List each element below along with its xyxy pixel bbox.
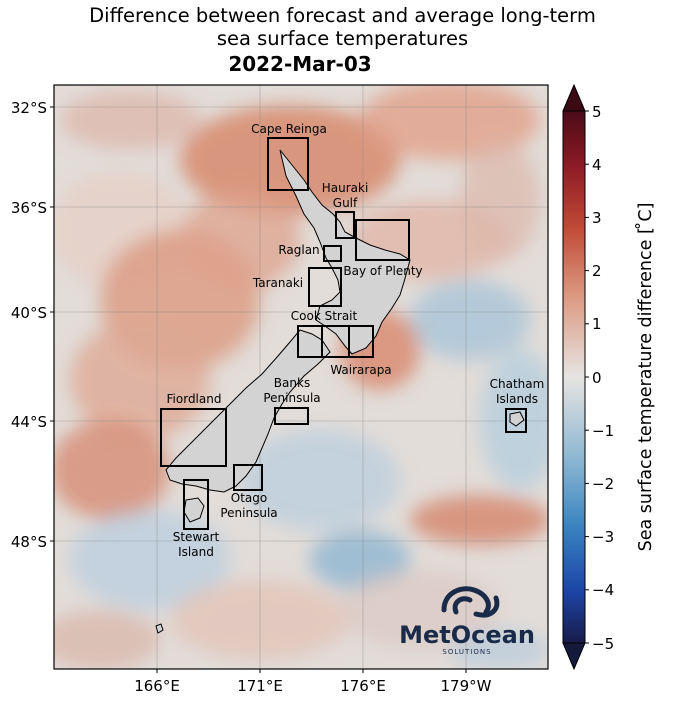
label-bay-of-plenty: Bay of Plenty	[343, 264, 422, 278]
title-line-2: sea surface temperatures	[216, 27, 469, 50]
colorbar-top-extend	[562, 83, 586, 112]
label-otago-peninsula: Peninsula	[220, 506, 277, 520]
colorbar-tick: −2	[592, 475, 614, 493]
lat-tick-label: 32°S	[11, 99, 47, 117]
lat-tick-label: 48°S	[11, 533, 47, 551]
colorbar-tick: −1	[592, 422, 614, 440]
lat-tick-label: 36°S	[11, 199, 47, 217]
label-chatham: Chatham	[490, 377, 545, 391]
metocean-wave-icon	[441, 586, 500, 618]
colorbar-tick: 5	[592, 103, 602, 121]
logo-name: MetOcean	[399, 621, 535, 649]
box-chatham-islands	[505, 408, 527, 433]
region-boxes	[160, 137, 527, 530]
colorbar-gradient	[562, 110, 586, 644]
label-cook-strait: Cook Strait	[291, 309, 358, 323]
colorbar-bottom-extend	[562, 642, 586, 671]
south-island	[165, 329, 331, 493]
colorbar-tick: 2	[592, 262, 602, 280]
box-fiordland	[160, 408, 227, 467]
map-frame	[53, 84, 549, 670]
box-banks-peninsula	[274, 407, 309, 425]
label-gulf: Gulf	[333, 196, 358, 210]
colorbar-tick: 1	[592, 315, 602, 333]
colorbar-tick: −3	[592, 528, 614, 546]
label-banks: Banks	[274, 376, 310, 390]
lon-tick-label: 176°E	[340, 677, 386, 695]
lat-tick-label: 44°S	[11, 413, 47, 431]
auckland-islands	[155, 623, 164, 634]
logo-sub: SOLUTIONS	[442, 648, 491, 656]
label-raglan: Raglan	[278, 243, 319, 257]
box-wairarapa	[321, 325, 374, 358]
title-line-1: Difference between forecast and average …	[89, 4, 596, 27]
label-otago: Otago	[231, 491, 267, 505]
label-stewart-island: Island	[178, 545, 214, 559]
label-taranaki: Taranaki	[252, 276, 303, 290]
colorbar-tick: 0	[592, 369, 602, 387]
date-title: 2022-Mar-03	[228, 52, 372, 76]
colorbar-tick: −4	[592, 581, 614, 599]
lat-axis: 32°S 36°S 40°S 44°S 48°S	[11, 99, 54, 551]
lon-tick-label: 179°W	[441, 677, 492, 695]
colorbar-label: Sea surface temperature difference [ ̊C]	[635, 203, 656, 552]
region-labels: Cape Reinga Hauraki Gulf Raglan Bay of P…	[167, 122, 545, 559]
map-area: Cape Reinga Hauraki Gulf Raglan Bay of P…	[54, 85, 548, 669]
lat-tick-label: 40°S	[11, 304, 47, 322]
box-cape-reinga	[267, 137, 309, 191]
label-fiordland: Fiordland	[167, 392, 222, 406]
label-banks-peninsula: Peninsula	[263, 391, 320, 405]
box-bay-of-plenty	[355, 219, 410, 261]
label-cape-reinga: Cape Reinga	[251, 122, 327, 136]
chatham-islands	[509, 411, 525, 427]
lon-tick-label: 166°E	[134, 677, 180, 695]
colorbar-tick: 3	[592, 209, 602, 227]
box-stewart-island	[183, 479, 209, 530]
label-hauraki: Hauraki	[322, 181, 369, 195]
box-otago-peninsula	[233, 464, 263, 491]
colorbar-tick: −5	[592, 635, 614, 653]
label-chatham-islands: Islands	[496, 392, 538, 406]
label-wairarapa: Wairarapa	[330, 363, 391, 377]
box-hauraki-gulf	[335, 211, 355, 239]
label-stewart: Stewart	[173, 530, 220, 544]
colorbar: 5 4 3 2 1 0 −1 −2 −3 −4 −5 Sea surface t…	[562, 83, 656, 671]
box-raglan	[323, 245, 342, 262]
lon-tick-label: 171°E	[237, 677, 283, 695]
lon-axis: 166°E 171°E 176°E 179°W	[134, 669, 492, 695]
colorbar-tick: 4	[592, 156, 602, 174]
box-taranaki	[308, 267, 342, 307]
metocean-logo: MetOcean SOLUTIONS	[399, 586, 535, 656]
